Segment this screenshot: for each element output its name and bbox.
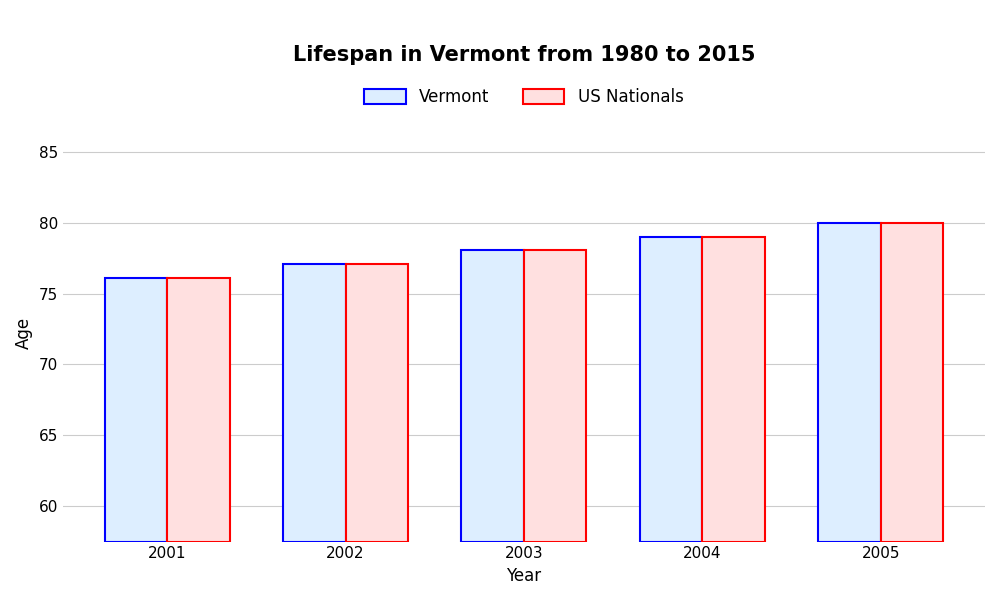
Bar [881, 223, 943, 542]
Title: Lifespan in Vermont from 1980 to 2015: Lifespan in Vermont from 1980 to 2015 [293, 45, 755, 65]
Bar [283, 264, 346, 542]
Y-axis label: Age: Age [15, 316, 33, 349]
Bar [167, 278, 230, 542]
Bar [105, 278, 167, 542]
Bar [461, 250, 524, 542]
Legend: Vermont, US Nationals: Vermont, US Nationals [357, 82, 690, 113]
Bar [818, 223, 881, 542]
Bar [640, 237, 702, 542]
Bar [346, 264, 408, 542]
X-axis label: Year: Year [506, 567, 541, 585]
Bar [524, 250, 586, 542]
Bar [702, 237, 765, 542]
